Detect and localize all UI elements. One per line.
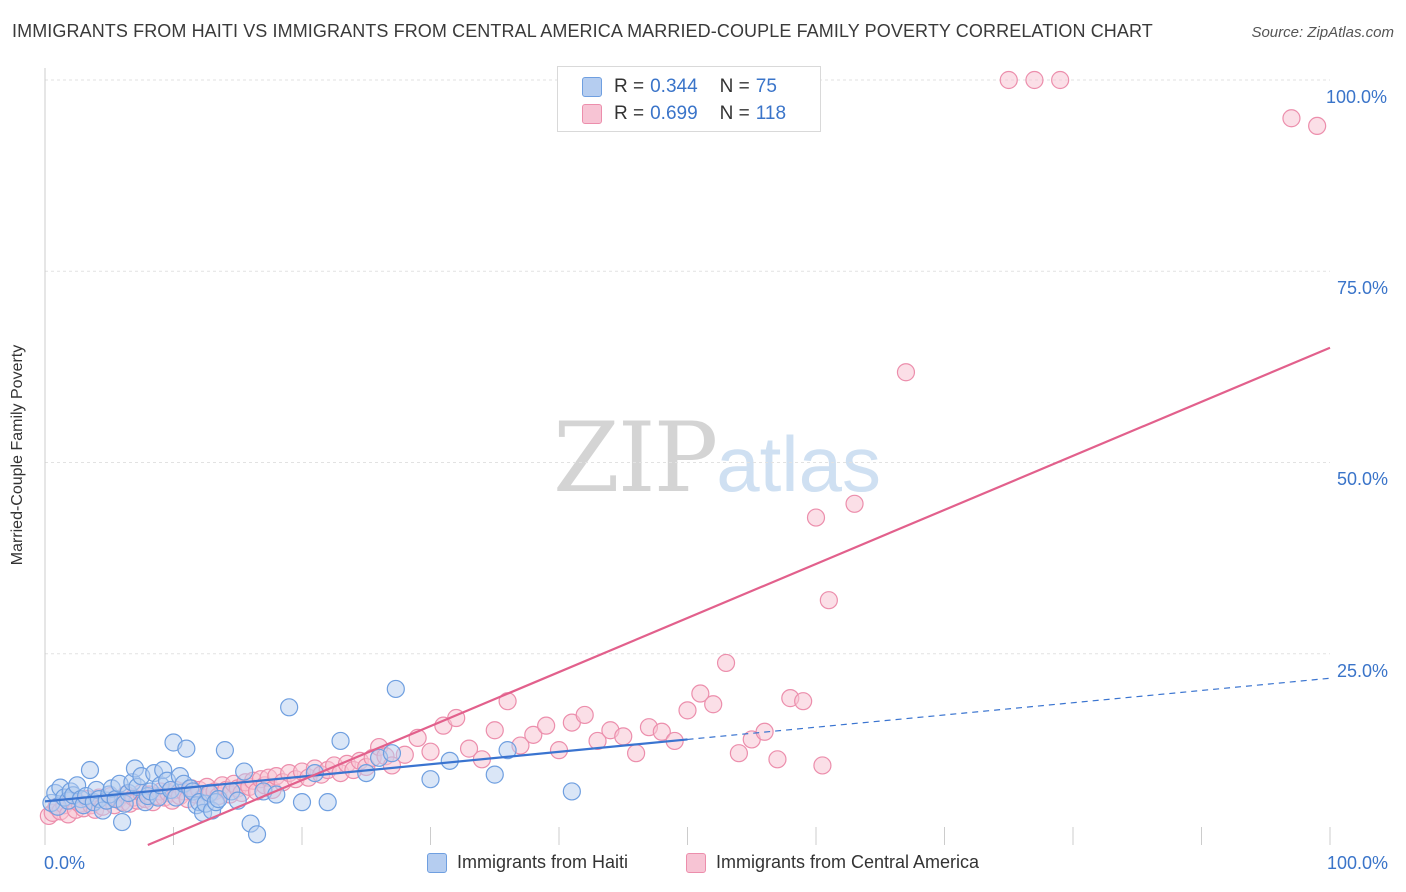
central-america-point [896, 363, 916, 382]
haiti-point [235, 762, 254, 781]
haiti-trend-extension [687, 677, 1331, 741]
haiti-point [357, 763, 376, 783]
central-america-point [704, 695, 723, 714]
central-america-point [524, 725, 543, 744]
central-america-point [485, 721, 504, 740]
legend-n-key: N = [719, 103, 750, 124]
haiti-point [386, 679, 405, 699]
legend-n-key: N = [719, 76, 750, 97]
y-tick-25: 25.0% [1337, 661, 1389, 681]
watermark: ZIPatlas [553, 402, 881, 514]
legend-row-haiti: R = 0.344 N = 75 [582, 74, 777, 100]
central-america-point [575, 705, 594, 725]
central-america-trend-line [147, 346, 1331, 847]
bottom-legend-haiti: Immigrants from Haiti [427, 852, 628, 873]
y-tick-75: 75.0% [1337, 278, 1389, 298]
central-america-point [819, 591, 838, 610]
bottom-legend-swatch-central-america [686, 852, 706, 873]
central-america-point [1282, 109, 1301, 128]
correlation-legend: R = 0.344 N = 75 R = 0.699 N = 118 [557, 66, 821, 132]
haiti-point [292, 793, 312, 812]
x-tick-max: 100.0% [1327, 853, 1389, 873]
central-america-point [459, 739, 479, 758]
central-america-point [537, 716, 556, 735]
legend-r-key: R = [614, 76, 645, 97]
legend-r-haiti: 0.344 [650, 76, 698, 97]
central-america-point [652, 722, 671, 741]
central-america-point [549, 741, 569, 760]
central-america-point [716, 653, 736, 673]
legend-row-central-america: R = 0.699 N = 118 [582, 101, 786, 127]
central-america-point [806, 508, 826, 527]
legend-n-haiti: 75 [755, 76, 777, 97]
bottom-legend-swatch-haiti [427, 852, 447, 873]
bottom-legend-central-america: Immigrants from Central America [686, 852, 979, 873]
source-credit: Source: ZipAtlas.com [1251, 24, 1394, 41]
watermark-zip: ZIP [553, 402, 718, 514]
haiti-point [485, 765, 504, 784]
haiti-point [177, 739, 196, 758]
legend-r-key: R = [614, 103, 645, 124]
central-america-point [1308, 116, 1327, 136]
haiti-point [331, 731, 350, 751]
haiti-point [421, 770, 440, 789]
legend-r-central-america: 0.699 [650, 103, 698, 124]
watermark-atlas: atlas [716, 420, 881, 508]
haiti-point [280, 698, 299, 717]
y-tick-50: 50.0% [1337, 469, 1389, 489]
x-tick-min: 0.0% [44, 853, 86, 873]
central-america-point [999, 70, 1018, 90]
central-america-point [845, 494, 864, 513]
central-america-point [626, 744, 646, 763]
central-america-point [421, 742, 440, 761]
haiti-point [382, 744, 402, 763]
haiti-point [562, 782, 581, 801]
central-america-point [768, 750, 787, 769]
bottom-legend-label-haiti: Immigrants from Haiti [457, 852, 629, 872]
haiti-point [80, 760, 100, 780]
central-america-point [794, 692, 813, 711]
haiti-point [112, 812, 132, 832]
central-america-point [691, 684, 710, 703]
central-america-point [588, 731, 607, 751]
bottom-legend-label-central-america: Immigrants from Central America [716, 852, 980, 872]
haiti-point [498, 741, 517, 760]
central-america-point [813, 756, 832, 775]
central-america-point [1051, 70, 1070, 90]
legend-swatch-haiti [582, 77, 602, 97]
haiti-point [318, 793, 337, 812]
haiti-point [215, 741, 234, 760]
central-america-point [1025, 70, 1044, 90]
central-america-point [729, 744, 749, 763]
chart-title: IMMIGRANTS FROM HAITI VS IMMIGRANTS FROM… [12, 21, 1153, 41]
haiti-point [247, 825, 267, 844]
central-america-point [614, 727, 633, 746]
haiti-trend-line [44, 738, 688, 803]
legend-swatch-central-america [582, 104, 602, 124]
y-tick-100: 100.0% [1326, 87, 1388, 107]
central-america-point [678, 701, 697, 720]
legend-n-central-america: 118 [755, 103, 787, 124]
